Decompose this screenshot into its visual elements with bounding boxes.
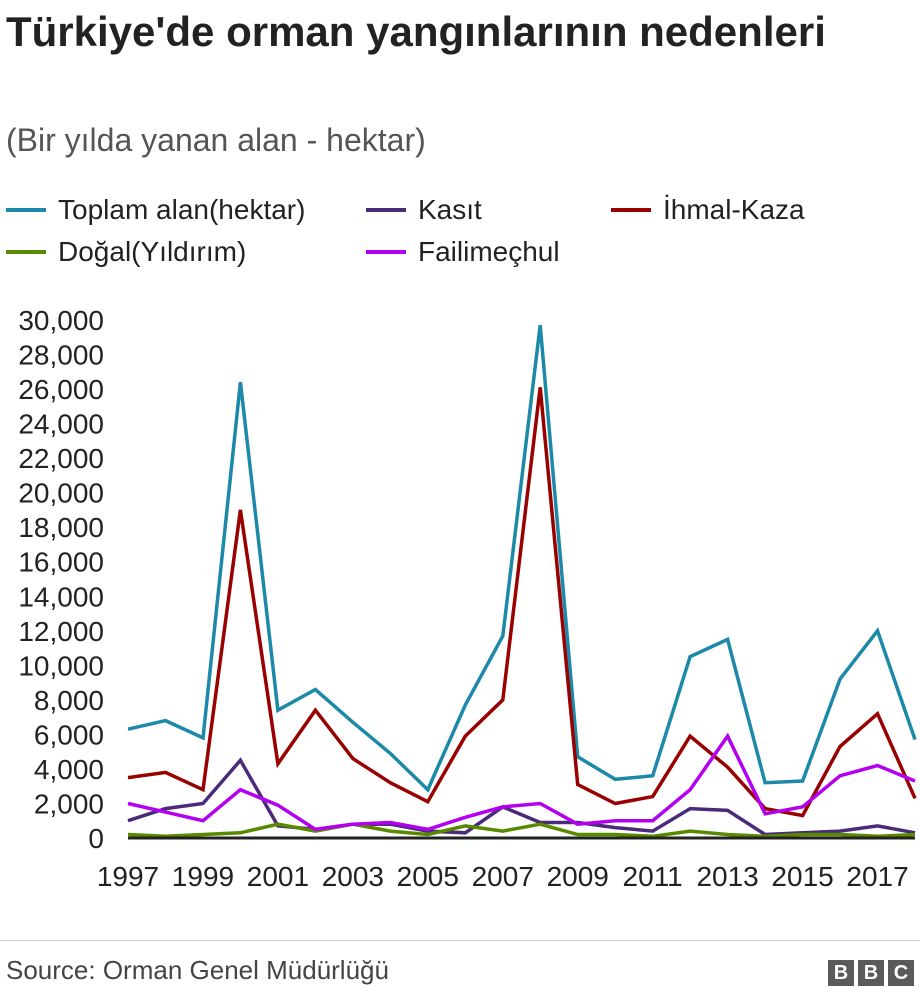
chart-title: Türkiye'de orman yangınlarının nedenleri [6,8,826,55]
series-line-3 [127,822,916,839]
y-axis-ticks: 02,0004,0006,0008,00010,00012,00014,0001… [18,305,104,854]
legend-label-dogal: Doğal(Yıldırım) [58,236,247,267]
y-tick-label: 22,000 [18,443,104,474]
legend-swatch-ihmal-kaza [611,208,651,212]
bbc-logo: B B C [828,960,914,986]
y-tick-label: 8,000 [34,685,104,716]
line-chart: 02,0004,0006,0008,00010,00012,00014,0001… [18,305,917,892]
x-tick-label: 2001 [247,861,309,892]
y-tick-label: 20,000 [18,478,104,509]
x-tick-label: 2007 [472,861,534,892]
legend-swatch-toplam-alan [6,208,46,212]
source-note: Source: Orman Genel Müdürlüğü [6,955,389,985]
legend-label-toplam-alan: Toplam alan(hektar) [58,194,306,225]
x-tick-label: 2009 [547,861,609,892]
bbc-logo-letter-3: C [888,960,914,986]
legend-swatch-dogal [6,250,46,254]
y-tick-label: 18,000 [18,512,104,543]
x-tick-label: 1999 [172,861,234,892]
y-tick-label: 10,000 [18,650,104,681]
legend-item-failimechul: Failimeçhul [360,232,560,272]
x-axis-ticks: 1997 1999 2001 2003 2005 2007 2009 2011 2013 2015… [97,861,909,892]
y-tick-label: 24,000 [18,409,104,440]
x-tick-label: 2013 [696,861,758,892]
series-line-2 [127,387,917,818]
y-tick-label: 30,000 [18,305,104,336]
y-tick-label: 16,000 [18,547,104,578]
y-tick-label: 2,000 [34,788,104,819]
series-lines [127,324,917,839]
legend-swatch-kasit [366,208,406,212]
x-tick-label: 1997 [97,861,159,892]
footer-divider [0,940,920,941]
legend-item-kasit: Kasıt [360,190,482,230]
series-line-1 [127,757,916,837]
y-tick-label: 28,000 [18,340,104,371]
y-tick-label: 0 [88,823,104,854]
legend: Toplam alan(hektar) Kasıt İhmal-Kaza Doğ… [0,190,920,280]
legend-item-dogal: Doğal(Yıldırım) [0,232,246,272]
x-tick-label: 2015 [771,861,833,892]
x-tick-label: 2003 [322,861,384,892]
x-tick-label: 2011 [623,861,683,892]
y-tick-label: 14,000 [18,581,104,612]
legend-item-toplam-alan: Toplam alan(hektar) [0,190,305,230]
bbc-logo-letter-1: B [828,960,854,986]
x-tick-label: 2017 [846,861,908,892]
series-line-4 [127,732,916,832]
x-tick-label: 2005 [397,861,459,892]
series-line-0 [127,324,917,793]
y-tick-label: 26,000 [18,374,104,405]
y-tick-label: 4,000 [34,754,104,785]
y-tick-label: 6,000 [34,719,104,750]
legend-swatch-failimechul [366,250,406,254]
chart-subtitle: (Bir yılda yanan alan - hektar) [6,122,426,158]
legend-item-ihmal-kaza: İhmal-Kaza [605,190,805,230]
bbc-logo-letter-2: B [858,960,884,986]
legend-label-failimechul: Failimeçhul [418,236,560,267]
legend-label-ihmal-kaza: İhmal-Kaza [663,194,805,225]
y-tick-label: 12,000 [18,616,104,647]
legend-label-kasit: Kasıt [418,194,482,225]
